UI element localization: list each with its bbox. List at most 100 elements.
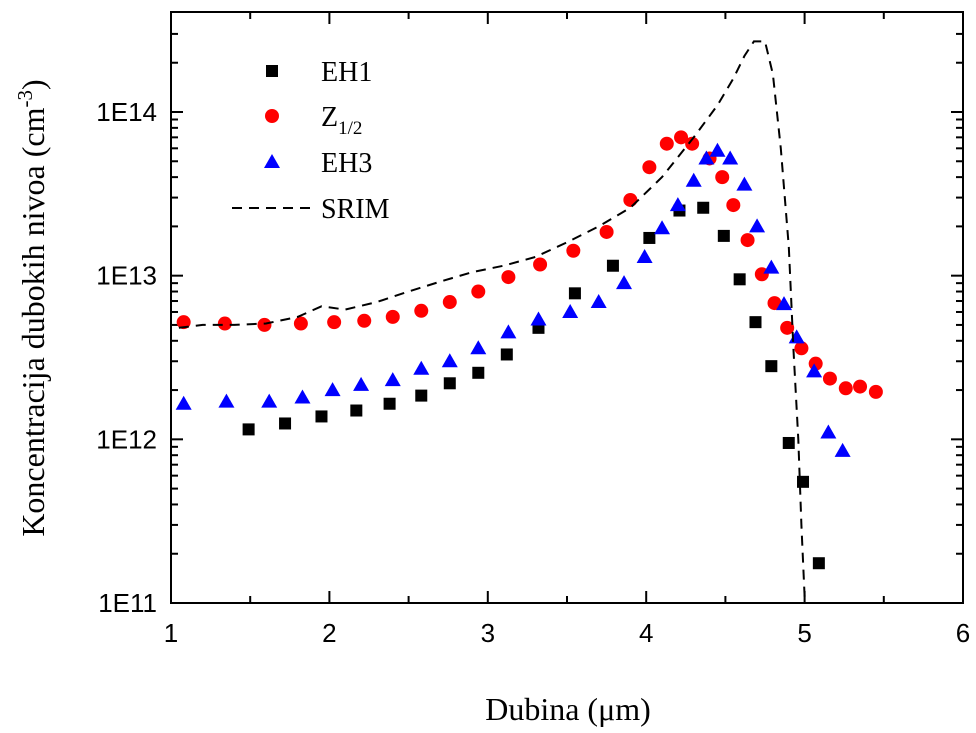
data-point-z [659, 136, 674, 151]
data-point-eh1 [350, 404, 363, 417]
data-point-eh3 [709, 142, 726, 157]
data-point-eh3 [562, 303, 579, 318]
legend-swatch-z [265, 109, 279, 123]
data-point-eh1 [643, 231, 656, 244]
data-point-z [385, 309, 400, 324]
data-point-z [471, 284, 486, 299]
series-eh3 [175, 142, 851, 457]
data-point-eh3 [698, 150, 715, 165]
data-point-eh1 [472, 366, 485, 379]
legend-label-eh1: EH1 [321, 57, 372, 88]
x-tick-label: 2 [322, 618, 336, 648]
data-point-eh3 [654, 220, 671, 235]
data-point-z [501, 270, 516, 285]
data-point-z [740, 233, 755, 248]
data-point-eh1 [568, 287, 581, 300]
legend-swatch-eh1 [266, 65, 278, 77]
data-point-eh1 [749, 316, 762, 329]
y-axis-label-main: Koncentracija dubokih nivoa (cm [15, 107, 51, 536]
data-point-eh3 [175, 395, 192, 410]
data-point-eh3 [736, 176, 753, 191]
data-point-z [767, 296, 782, 311]
data-point-eh3 [530, 311, 547, 326]
data-point-eh1 [415, 389, 428, 402]
data-point-z [566, 243, 581, 258]
data-point-eh1 [717, 229, 730, 242]
data-point-z [623, 192, 638, 207]
data-point-eh1 [279, 417, 292, 430]
axis-ticks: 1 2 3 4 5 6 1E11 1E12 1E13 1E14 [96, 12, 970, 648]
data-point-eh3 [776, 296, 793, 311]
x-tick-label: 4 [639, 618, 653, 648]
data-point-eh3 [441, 353, 458, 368]
data-point-z [293, 316, 308, 331]
data-point-z [822, 371, 837, 386]
data-point-eh3 [749, 218, 766, 233]
y-tick-label: 1E14 [96, 97, 157, 127]
data-point-eh3 [820, 424, 837, 439]
data-point-eh3 [685, 172, 702, 187]
data-point-z [357, 313, 372, 328]
legend: EH1 Z1/2 EH3 SRIM [232, 57, 390, 225]
data-point-eh1 [242, 423, 255, 436]
data-point-eh3 [384, 372, 401, 387]
series-eh1 [242, 201, 825, 570]
data-point-eh3 [324, 382, 341, 397]
data-point-z [442, 295, 457, 310]
data-point-eh3 [636, 249, 653, 264]
data-point-z [838, 381, 853, 396]
data-point-z [685, 136, 700, 151]
legend-swatch-eh3 [264, 154, 280, 168]
data-point-z [853, 379, 868, 394]
data-point-eh3 [413, 360, 430, 375]
x-tick-label: 1 [164, 618, 178, 648]
data-point-z [217, 316, 232, 331]
data-point-z [674, 130, 689, 145]
data-point-z [726, 198, 741, 213]
data-point-z [868, 384, 883, 399]
data-point-eh3 [218, 393, 235, 408]
y-axis-label: Koncentracija dubokih nivoa (cm-3) [13, 79, 51, 536]
data-point-eh3 [806, 363, 823, 378]
data-point-z [780, 320, 795, 335]
x-tick-label: 5 [797, 618, 811, 648]
series-z [176, 130, 883, 399]
y-tick-label: 1E11 [98, 588, 157, 618]
data-point-eh3 [261, 393, 278, 408]
data-point-eh3 [294, 389, 311, 404]
data-point-eh3 [500, 324, 517, 339]
data-point-eh1 [443, 377, 456, 390]
data-point-eh1 [812, 557, 825, 570]
data-point-z [414, 303, 429, 318]
data-point-eh1 [500, 348, 513, 361]
legend-label-eh3: EH3 [321, 148, 372, 179]
legend-label-srim: SRIM [321, 194, 390, 225]
data-point-z [642, 160, 657, 175]
data-point-eh1 [733, 273, 746, 286]
x-tick-label: 3 [481, 618, 495, 648]
y-axis-title: Koncentracija dubokih nivoa (cm-3) [13, 79, 51, 536]
legend-label-z: Z1/2 [321, 102, 362, 139]
data-point-eh1 [315, 410, 328, 423]
y-tick-label: 1E13 [96, 261, 157, 291]
data-point-eh3 [353, 376, 370, 391]
data-point-eh3 [616, 275, 633, 290]
data-point-z [327, 315, 342, 330]
data-point-eh3 [470, 340, 487, 355]
data-point-eh3 [834, 442, 851, 457]
data-point-z [715, 170, 730, 185]
x-axis-label: Dubina (μm) [485, 691, 651, 727]
data-point-z [176, 315, 191, 330]
x-axis-title: Dubina (μm) [485, 691, 651, 727]
data-point-eh1 [383, 397, 396, 410]
data-layer [175, 40, 883, 603]
x-tick-label: 6 [956, 618, 970, 648]
data-point-eh1 [765, 360, 778, 373]
data-point-z [599, 224, 614, 239]
plot-frame [170, 11, 964, 604]
y-tick-label: 1E12 [96, 424, 157, 454]
data-point-eh3 [722, 150, 739, 165]
data-point-z [794, 341, 809, 356]
data-point-eh3 [590, 294, 607, 309]
